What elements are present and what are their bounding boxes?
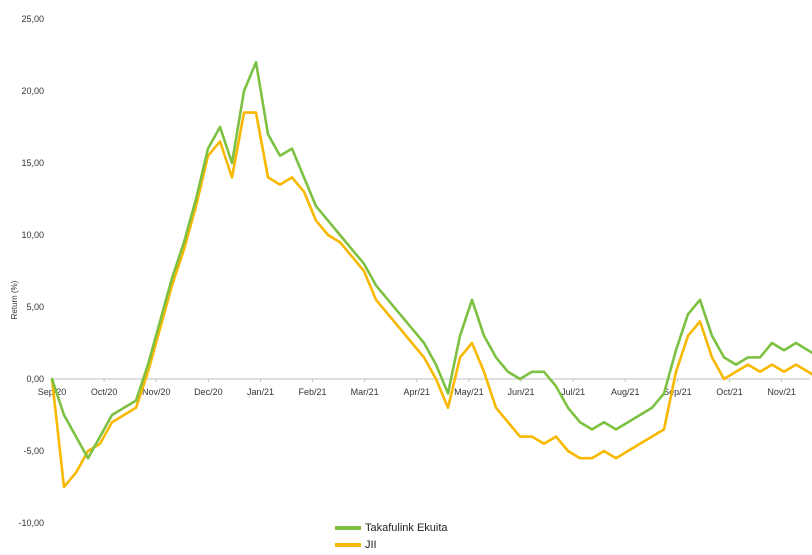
y-tick-label: -5,00	[23, 446, 44, 456]
series-line-jii	[50, 111, 812, 489]
x-tick-label: Dec/20	[194, 387, 223, 397]
x-tick-label: Jun/21	[508, 387, 535, 397]
x-tick-label: Jan/21	[247, 387, 274, 397]
x-tick-label: Nov/21	[767, 387, 796, 397]
series-line-takafulink-ekuita	[50, 60, 812, 460]
legend-swatch-jii	[335, 542, 361, 547]
x-tick-label: Sep/20	[38, 387, 67, 397]
x-tick-label: Jul/21	[561, 387, 585, 397]
legend-swatch-takafulink-ekuita	[335, 525, 361, 530]
y-tick-label: 0,00	[26, 374, 44, 384]
legend-item-jii: JII	[335, 536, 448, 553]
x-tick-label: Aug/21	[611, 387, 640, 397]
y-tick-label: -10,00	[18, 518, 44, 528]
x-tick-label: Apr/21	[404, 387, 431, 397]
legend-label-takafulink-ekuita: Takafulink Ekuita	[365, 521, 448, 534]
x-tick-label: Oct/21	[716, 387, 743, 397]
y-tick-label: 20,00	[21, 86, 44, 96]
y-tick-label: 10,00	[21, 230, 44, 240]
legend-label-jii: JII	[365, 538, 377, 551]
series-layer	[50, 60, 812, 489]
y-tick-label: 5,00	[26, 302, 44, 312]
x-axis: Sep/20 Oct/20 Nov/20 Dec/20 Jan/21 Feb/21 Mar/…	[38, 378, 810, 397]
x-tick-label: Feb/21	[299, 387, 327, 397]
y-tick-label: 15,00	[21, 158, 44, 168]
x-tick-label: Mar/21	[351, 387, 379, 397]
x-tick-label: Sep/21	[663, 387, 692, 397]
legend: Takafulink Ekuita JII	[335, 519, 448, 553]
y-tick-label: 25,00	[21, 14, 44, 24]
legend-item-takafulink-ekuita: Takafulink Ekuita	[335, 519, 448, 536]
x-tick-label: Oct/20	[91, 387, 118, 397]
y-axis: -10,00 -5,00 0,00 5,00 10,00 15,00 20,00 25,00	[18, 14, 44, 528]
y-axis-title: Return (%)	[10, 280, 19, 319]
x-tick-label: May/21	[454, 387, 484, 397]
x-tick-label: Nov/20	[142, 387, 171, 397]
